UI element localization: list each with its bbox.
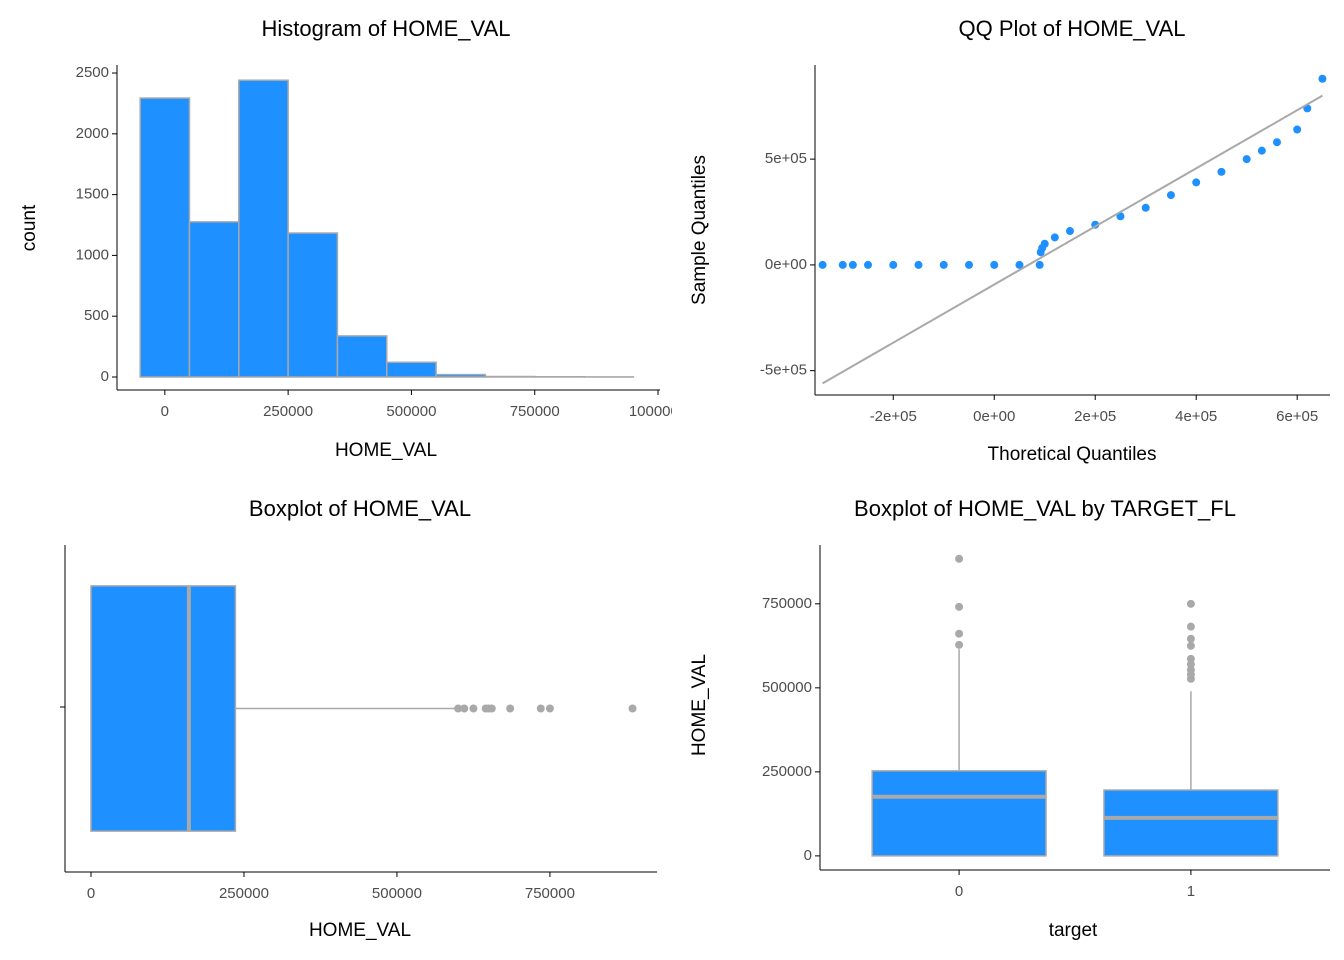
x-tick-label: 0e+00 xyxy=(973,408,1015,425)
bar xyxy=(435,373,487,378)
outlier xyxy=(460,704,469,713)
y-axis-title: Sample Quantiles xyxy=(689,155,710,305)
outlier xyxy=(1186,599,1195,608)
point xyxy=(1040,239,1049,248)
y-tick-label: 1000 xyxy=(76,246,109,263)
outlier xyxy=(1186,641,1195,650)
y-tick-label: 750000 xyxy=(762,595,812,612)
point xyxy=(889,260,898,269)
x-tick-label: 750000 xyxy=(510,403,560,420)
outlier xyxy=(955,602,964,611)
point xyxy=(818,260,827,269)
box xyxy=(871,770,1047,857)
x-tick-label: 0 xyxy=(161,403,169,420)
chart-title: QQ Plot of HOME_VAL xyxy=(958,16,1185,41)
point xyxy=(1242,155,1251,164)
x-tick-label: 1000000 xyxy=(629,403,687,420)
bar xyxy=(336,335,388,378)
x-tick-label: 6e+05 xyxy=(1276,408,1318,425)
x-tick-label: 1 xyxy=(1187,883,1195,900)
outlier xyxy=(487,704,496,713)
y-tick-label: 0 xyxy=(101,368,109,385)
y-tick-label: 5e+05 xyxy=(765,150,807,167)
outlier xyxy=(454,704,463,713)
point xyxy=(990,260,999,269)
x-axis-title: HOME_VAL xyxy=(309,920,411,941)
point xyxy=(848,260,857,269)
chart-title: Histogram of HOME_VAL xyxy=(261,16,510,41)
x-tick-label: 4e+05 xyxy=(1175,408,1217,425)
outlier xyxy=(469,704,478,713)
point xyxy=(1015,260,1024,269)
point xyxy=(1141,203,1150,212)
outlier xyxy=(628,704,637,713)
panel: QQ Plot of HOME_VAL Thoretical Quantiles S… xyxy=(689,16,1330,465)
outlier xyxy=(1186,634,1195,643)
bar xyxy=(238,79,289,378)
y-tick-label: 2500 xyxy=(76,64,109,81)
y-tick-label: 0 xyxy=(804,847,812,864)
x-axis-title: HOME_VAL xyxy=(335,440,437,461)
point xyxy=(914,260,923,269)
outlier xyxy=(1186,622,1195,631)
y-tick-label: 2000 xyxy=(76,125,109,142)
y-axis-title: HOME_VAL xyxy=(689,654,710,756)
outlier xyxy=(955,554,964,563)
y-tick-label: 500 xyxy=(84,307,109,324)
y-tick-label: -5e+05 xyxy=(760,362,807,379)
point xyxy=(1065,227,1074,236)
point xyxy=(838,260,847,269)
outlier xyxy=(955,640,964,649)
y-tick-label: 1500 xyxy=(76,186,109,203)
point xyxy=(1166,191,1175,200)
box xyxy=(90,585,237,832)
point xyxy=(864,260,873,269)
x-tick-label: 500000 xyxy=(372,885,422,902)
outlier xyxy=(506,704,515,713)
x-tick-label: 0 xyxy=(87,885,95,902)
point xyxy=(1217,167,1226,176)
outlier xyxy=(545,704,554,713)
point xyxy=(1272,138,1281,147)
chart-title: Boxplot of HOME_VAL xyxy=(249,496,471,521)
outlier xyxy=(955,629,964,638)
point xyxy=(964,260,973,269)
point xyxy=(1035,260,1044,269)
x-tick-label: -2e+05 xyxy=(870,408,917,425)
reference-line xyxy=(822,94,1323,385)
x-tick-label: 250000 xyxy=(219,885,269,902)
x-tick-label: 0 xyxy=(955,883,963,900)
point xyxy=(1293,125,1302,134)
box xyxy=(1103,789,1279,857)
y-tick-label: 250000 xyxy=(762,763,812,780)
bar xyxy=(188,221,240,378)
point xyxy=(1318,74,1327,83)
point xyxy=(1192,178,1201,187)
chart-title: Boxplot of HOME_VAL by TARGET_FL xyxy=(854,496,1236,521)
bar xyxy=(287,232,339,378)
x-tick-label: 250000 xyxy=(263,403,313,420)
outlier xyxy=(536,704,545,713)
point xyxy=(1050,233,1059,242)
y-tick-label: 500000 xyxy=(762,679,812,696)
x-tick-label: 2e+05 xyxy=(1074,408,1116,425)
bar xyxy=(386,361,437,378)
point xyxy=(939,260,948,269)
bar xyxy=(139,97,191,378)
point xyxy=(1116,212,1125,221)
outlier xyxy=(1186,654,1195,663)
x-axis-title: target xyxy=(1049,920,1098,941)
point xyxy=(1257,146,1266,155)
y-tick-label: 0e+00 xyxy=(765,256,807,273)
y-axis-title: count xyxy=(19,204,40,251)
x-axis-title: Thoretical Quantiles xyxy=(988,444,1157,465)
panel: Boxplot of HOME_VAL HOME_VAL 0 250000 500000… xyxy=(64,496,657,941)
x-tick-label: 750000 xyxy=(525,885,575,902)
x-tick-label: 500000 xyxy=(386,403,436,420)
